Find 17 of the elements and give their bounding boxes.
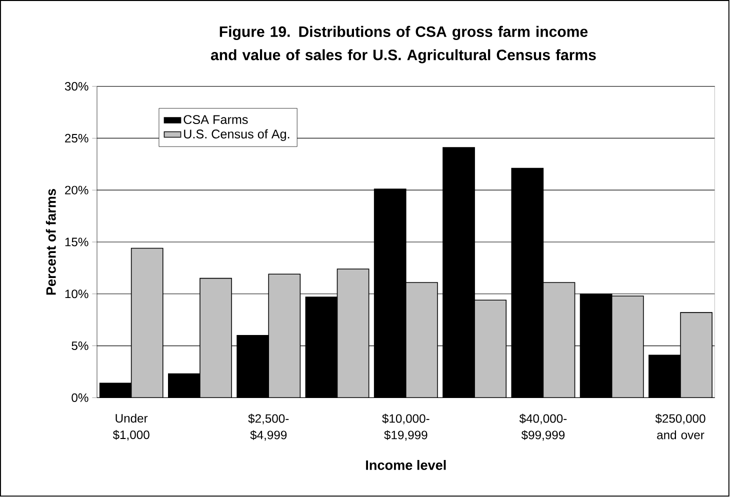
y-tick-label: 5% [72,342,88,350]
x-tick-label: $250,000 and over [655,414,706,440]
x-tick-label: Under $1,000 [112,414,150,441]
x-axis-title: Income level [366,460,446,470]
chart-title: Figure 19. Distributions of CSA gross farm income and value of sales for U.S. Agricultural Census farms [210,26,596,64]
x-tick-label: $10,000-$19,999 [382,414,430,441]
x-tick-label: $2,500-$4,999 [248,414,289,441]
y-tick-label: 10% [65,290,88,298]
y-axis-title: Percent of farms [46,189,56,295]
y-tick-label: 25% [65,134,88,143]
y-tick-label: 20% [65,186,88,195]
y-tick-label: 15% [65,238,88,246]
x-tick-label: $40,000-$99,999 [519,414,567,441]
y-tick-label: 0% [72,394,88,402]
legend-label: CSA Farms [184,115,248,124]
y-tick-label: 30% [64,82,88,91]
legend-label: U.S. Census of Ag. [184,129,290,142]
